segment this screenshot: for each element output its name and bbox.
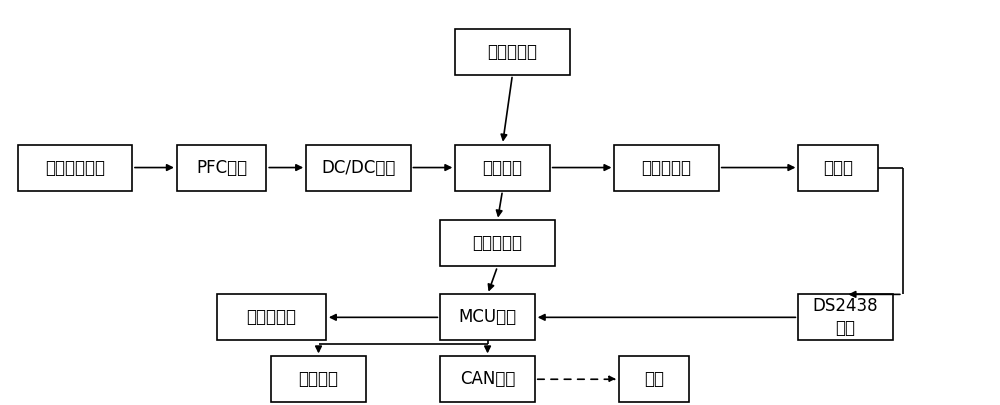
FancyBboxPatch shape (455, 29, 570, 75)
Text: 终端: 终端 (644, 370, 664, 388)
Text: 警报蜂鸣器: 警报蜂鸣器 (246, 308, 296, 326)
FancyBboxPatch shape (440, 220, 555, 266)
FancyBboxPatch shape (614, 145, 719, 190)
Text: CAN模块: CAN模块 (460, 370, 515, 388)
Text: DC/DC模块: DC/DC模块 (321, 158, 395, 177)
Text: 输出模块: 输出模块 (482, 158, 522, 177)
Text: 引擎电源: 引擎电源 (299, 370, 339, 388)
Text: MCU芯片: MCU芯片 (459, 308, 517, 326)
FancyBboxPatch shape (440, 356, 535, 402)
FancyBboxPatch shape (271, 356, 366, 402)
Text: DS2438
光耦: DS2438 光耦 (813, 297, 878, 337)
Text: 交流电源输入: 交流电源输入 (45, 158, 105, 177)
FancyBboxPatch shape (455, 145, 550, 190)
Text: 充电输出端: 充电输出端 (642, 158, 692, 177)
Text: 电压均衡器: 电压均衡器 (473, 234, 523, 252)
FancyBboxPatch shape (440, 294, 535, 340)
Text: 短路保护器: 短路保护器 (487, 43, 537, 61)
FancyBboxPatch shape (619, 356, 689, 402)
FancyBboxPatch shape (306, 145, 411, 190)
Text: PFC模块: PFC模块 (196, 158, 247, 177)
FancyBboxPatch shape (798, 145, 878, 190)
FancyBboxPatch shape (217, 294, 326, 340)
FancyBboxPatch shape (177, 145, 266, 190)
Text: 电池组: 电池组 (823, 158, 853, 177)
FancyBboxPatch shape (18, 145, 132, 190)
FancyBboxPatch shape (798, 294, 893, 340)
